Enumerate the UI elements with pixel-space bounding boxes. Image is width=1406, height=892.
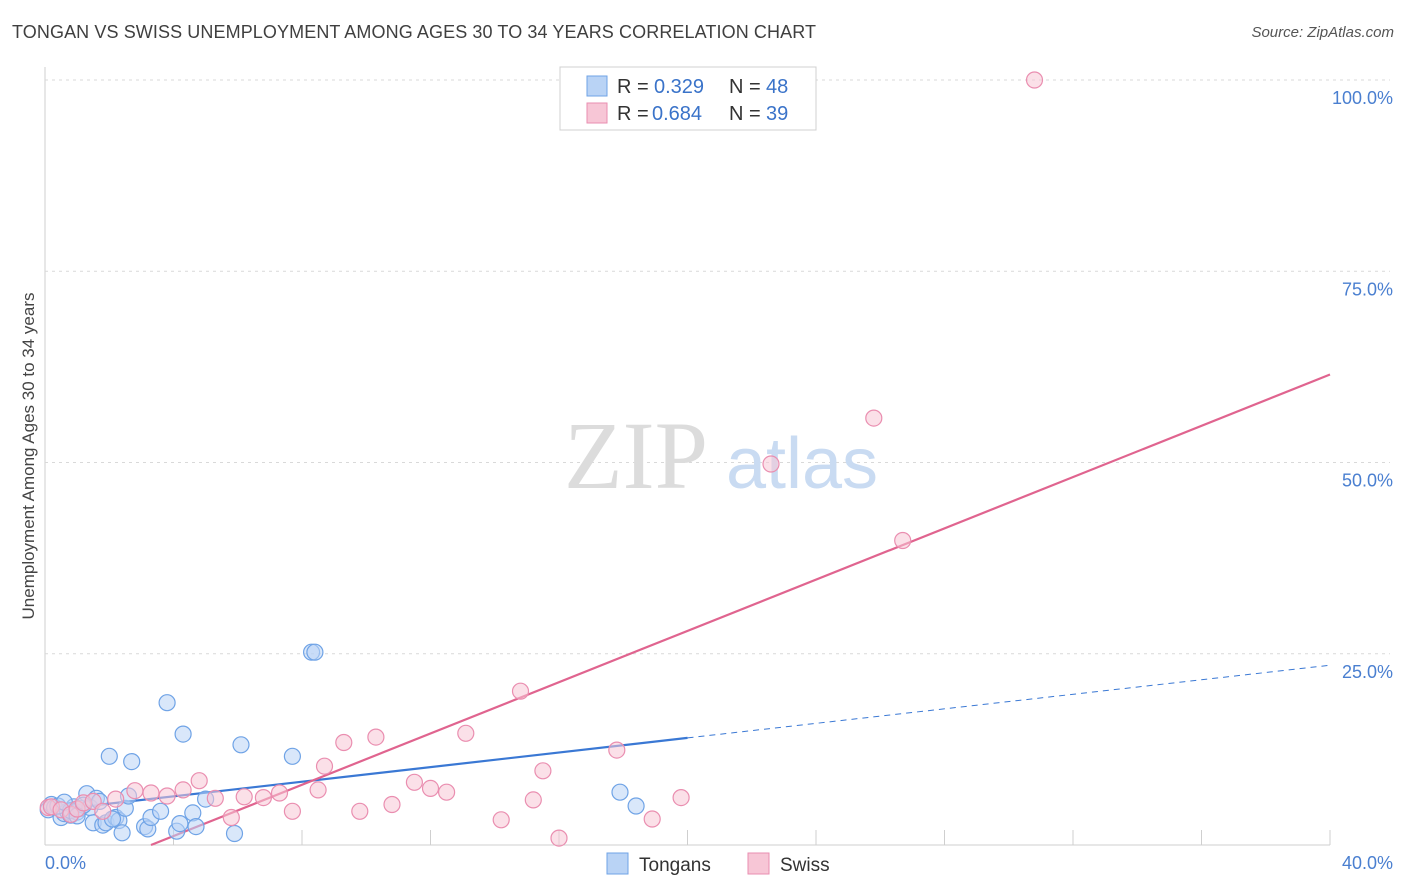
- point-swiss: [421, 779, 440, 798]
- x-tick-labels: 0.0% 40.0%: [45, 853, 1393, 873]
- point-swiss: [762, 455, 780, 473]
- y-tick-label: 75.0%: [1342, 279, 1393, 299]
- point-swiss: [367, 728, 385, 746]
- bottom-legend-swatch-tongans: [606, 852, 629, 875]
- grid-lines: [44, 67, 1390, 846]
- legend-r-value-swiss: 0.684: [652, 103, 702, 125]
- y-axis-title: Unemployment Among Ages 30 to 34 years: [19, 293, 38, 620]
- point-swiss: [158, 787, 176, 805]
- point-swiss: [142, 784, 160, 802]
- bottom-legend-tongans: Tongans: [639, 855, 711, 876]
- point-swiss: [283, 802, 301, 820]
- point-swiss: [351, 802, 369, 820]
- point-swiss: [270, 784, 289, 802]
- point-swiss: [309, 781, 327, 799]
- point-tongans: [158, 694, 176, 712]
- legend-n-label: N =: [729, 103, 761, 125]
- point-swiss: [894, 531, 912, 550]
- point-swiss: [315, 757, 334, 775]
- point-swiss: [524, 791, 542, 809]
- point-tongans: [174, 725, 192, 743]
- legend-swatch-tongans: [586, 75, 608, 97]
- legend-n-value-swiss: 39: [766, 103, 788, 125]
- point-swiss: [222, 808, 240, 827]
- bottom-legend-swiss: Swiss: [780, 855, 830, 876]
- point-swiss: [672, 788, 690, 807]
- point-tongans: [171, 814, 189, 833]
- legend-r-label: R =: [617, 103, 649, 125]
- point-swiss: [235, 788, 253, 806]
- legend-n-value-tongans: 48: [766, 76, 788, 98]
- x-tick-label: 40.0%: [1342, 853, 1393, 873]
- trend-line-tongans-extension: [687, 664, 1331, 739]
- point-swiss: [126, 782, 144, 800]
- point-tongans: [152, 802, 170, 820]
- point-swiss: [511, 682, 530, 700]
- point-swiss: [383, 795, 401, 814]
- point-tongans: [225, 824, 244, 843]
- point-swiss: [206, 789, 224, 807]
- point-swiss: [550, 829, 568, 847]
- point-tongans: [113, 824, 131, 842]
- legend-r-label: R =: [617, 76, 649, 98]
- bottom-legend: Tongans Swiss: [606, 852, 830, 876]
- y-tick-label: 25.0%: [1342, 662, 1393, 682]
- point-swiss: [438, 783, 456, 801]
- point-swiss: [254, 788, 272, 807]
- watermark-zip: ZIP: [564, 402, 708, 509]
- point-tongans: [123, 752, 141, 771]
- point-swiss: [1025, 71, 1044, 89]
- point-swiss: [457, 724, 475, 742]
- point-tongans: [627, 797, 645, 815]
- point-tongans: [611, 783, 629, 801]
- point-tongans: [100, 747, 118, 765]
- legend-box: R = 0.329 N = 48 R = 0.684 N = 39: [559, 66, 817, 131]
- point-tongans: [232, 736, 250, 754]
- y-tick-labels: 100.0% 75.0% 50.0% 25.0%: [1332, 88, 1393, 682]
- point-swiss: [174, 781, 192, 799]
- point-swiss: [107, 790, 125, 808]
- point-tongans: [306, 643, 324, 661]
- point-swiss: [492, 811, 510, 829]
- point-swiss: [643, 810, 661, 828]
- legend-swatch-swiss: [586, 102, 608, 124]
- point-swiss: [405, 773, 423, 791]
- point-tongans: [283, 747, 301, 765]
- watermark-atlas: atlas: [726, 424, 878, 504]
- point-swiss: [608, 741, 626, 759]
- point-swiss: [94, 802, 112, 820]
- point-swiss: [190, 772, 208, 790]
- point-swiss: [335, 733, 353, 752]
- point-swiss: [865, 409, 883, 427]
- trend-line-tongans: [48, 736, 688, 812]
- chart-title: TONGAN VS SWISS UNEMPLOYMENT AMONG AGES …: [12, 22, 817, 42]
- x-tick-label: 0.0%: [45, 853, 86, 873]
- trend-line-swiss: [150, 373, 1331, 847]
- point-swiss: [534, 762, 552, 780]
- point-tongans: [187, 817, 205, 836]
- source-label: Source: ZipAtlas.com: [1251, 24, 1394, 41]
- data-points: [39, 71, 1044, 847]
- legend-r-value-tongans: 0.329: [654, 76, 704, 98]
- bottom-legend-swatch-swiss: [747, 852, 770, 875]
- y-tick-label: 100.0%: [1332, 88, 1393, 108]
- y-tick-label: 50.0%: [1342, 471, 1393, 491]
- legend-n-label: N =: [729, 76, 761, 98]
